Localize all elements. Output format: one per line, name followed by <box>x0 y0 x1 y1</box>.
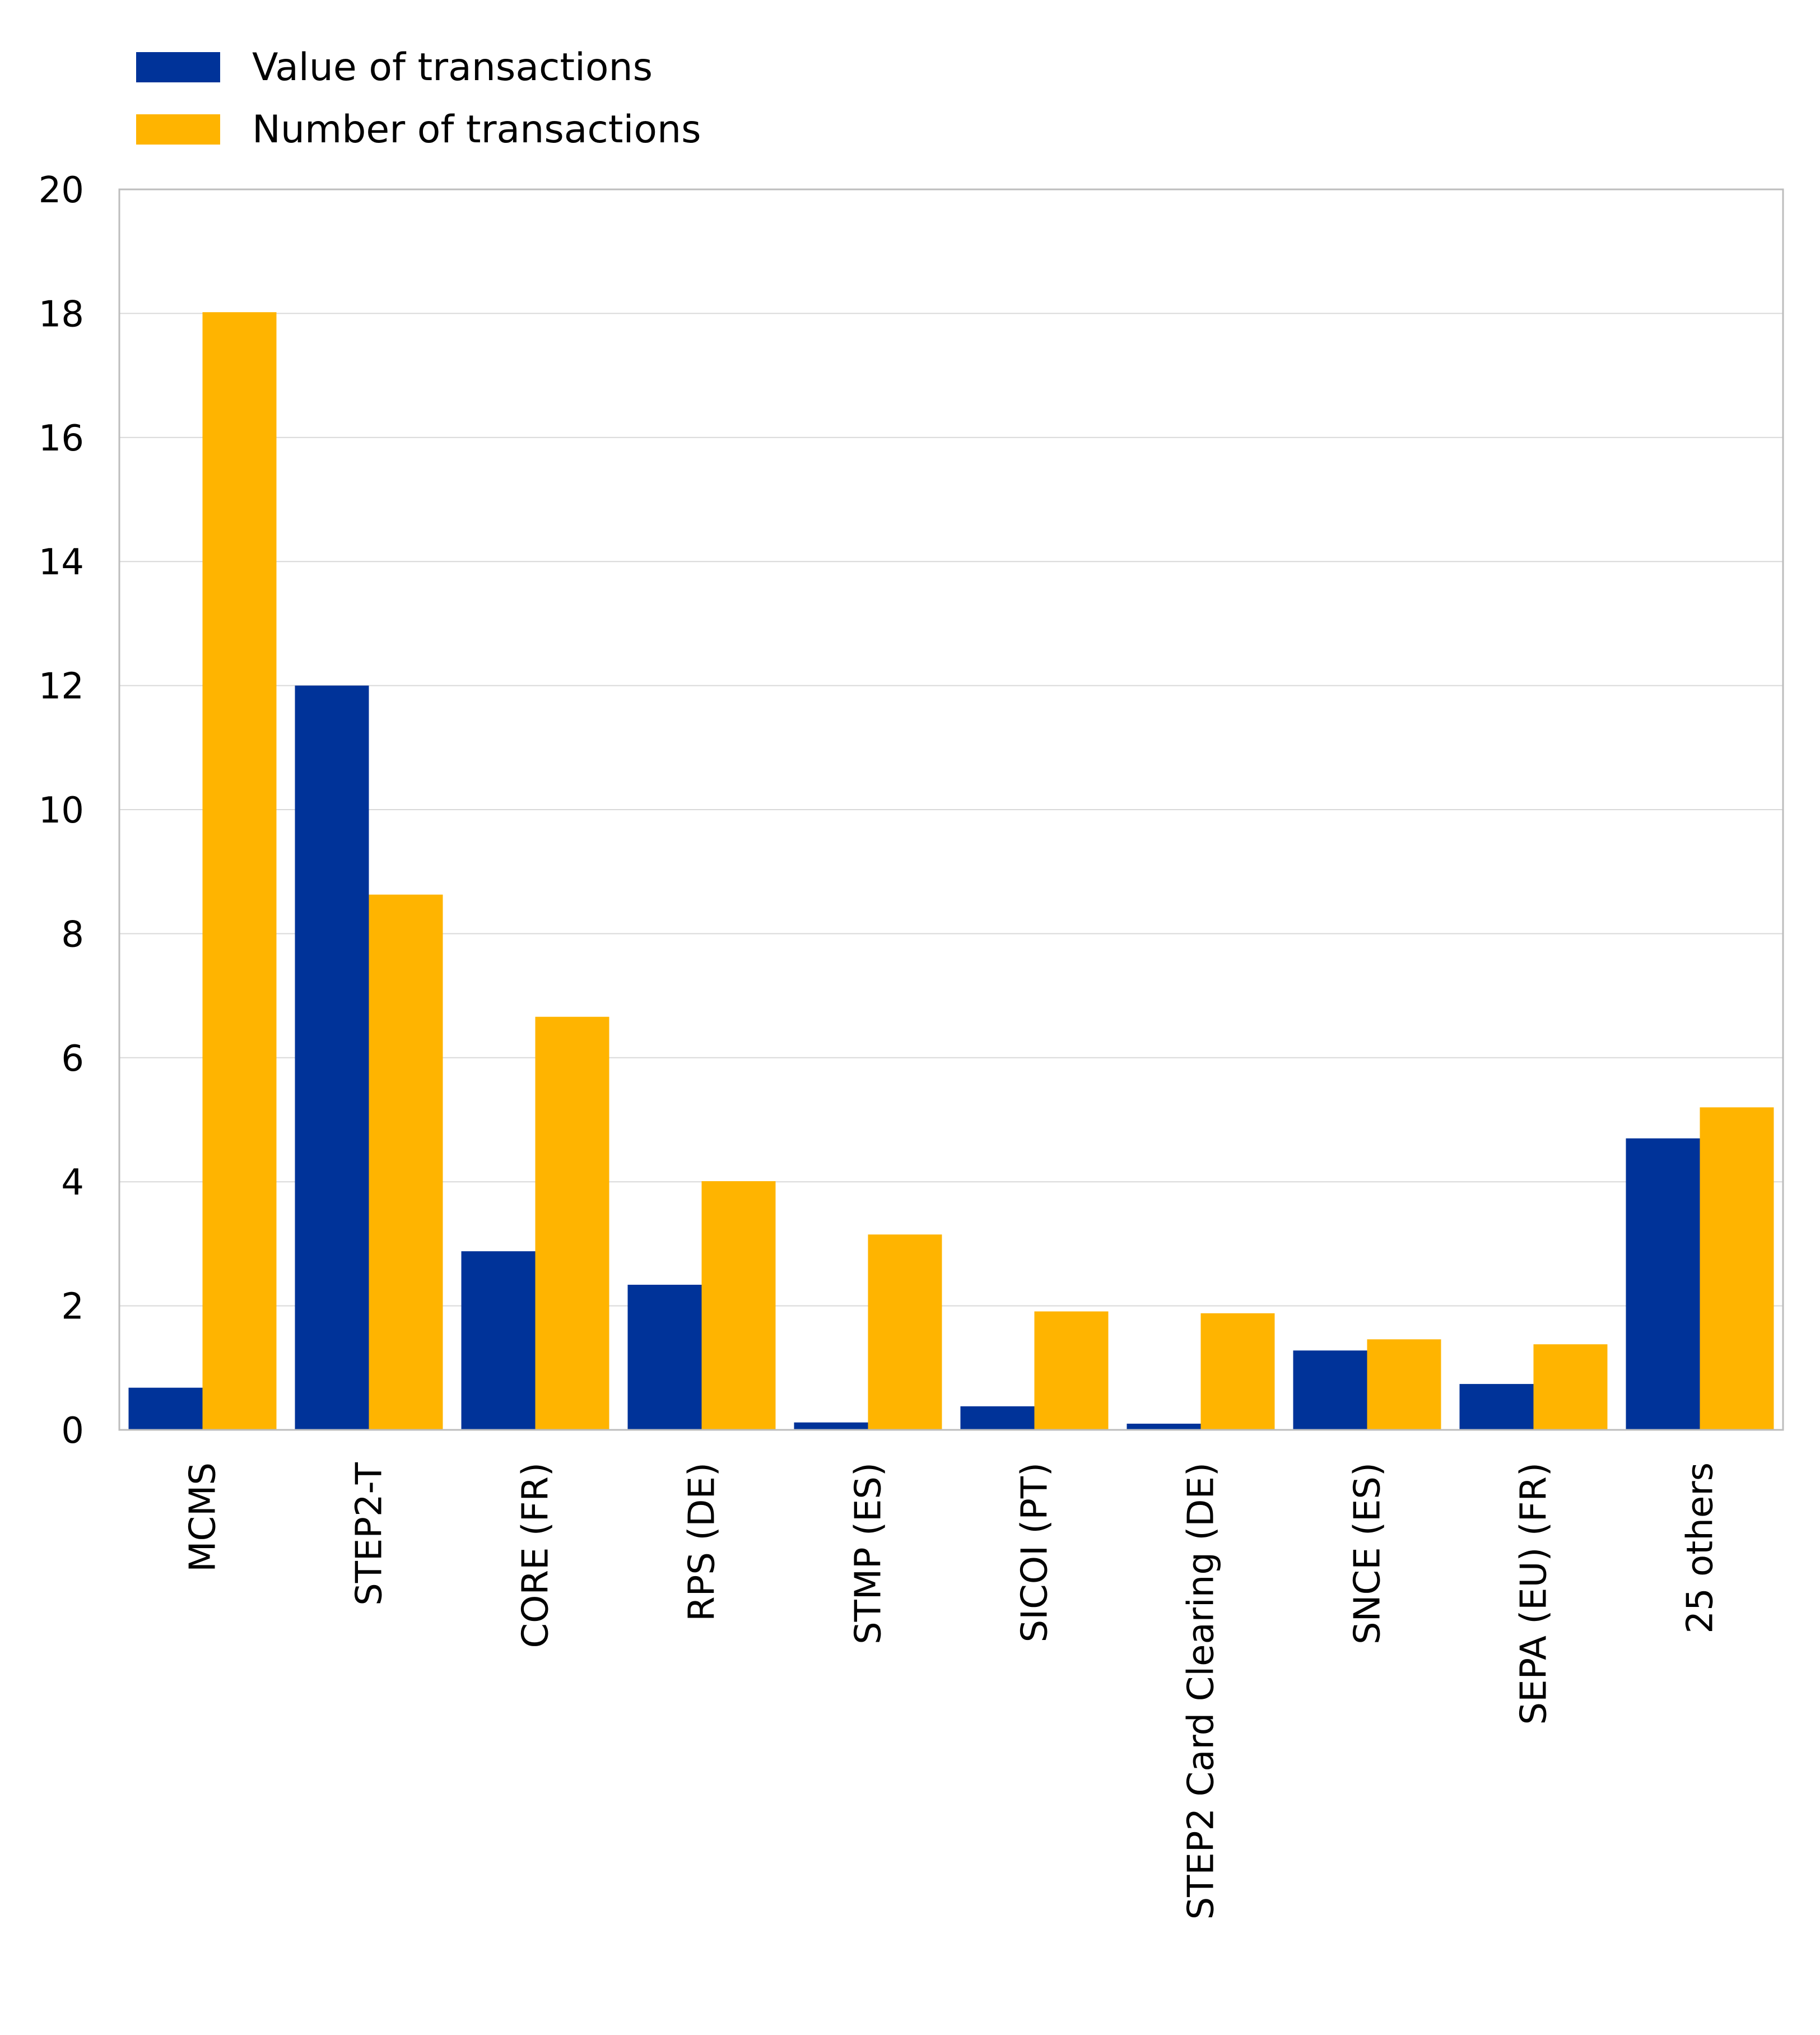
bars <box>128 312 1774 1430</box>
y-tick-label: 6 <box>61 1038 84 1080</box>
bar-number-6 <box>1200 1313 1275 1430</box>
legend-swatch-number <box>136 114 220 145</box>
plot-frame <box>118 188 1784 1431</box>
bar-number-3 <box>701 1181 776 1430</box>
x-category-label: STEP2-T <box>349 1462 390 1606</box>
x-category-label: SICOI (PT) <box>1014 1462 1056 1642</box>
bar-value-3 <box>627 1284 702 1430</box>
bar-value-1 <box>295 685 369 1430</box>
y-tick-label: 8 <box>61 914 84 955</box>
x-category-label: 25 others <box>1680 1462 1721 1634</box>
x-category-label: SEPA (EU) (FR) <box>1514 1462 1555 1725</box>
y-tick-label: 12 <box>39 666 84 708</box>
bar-number-1 <box>369 894 443 1430</box>
x-category-label: RPS (DE) <box>682 1462 723 1622</box>
y-tick-label: 14 <box>39 542 84 583</box>
y-tick-label: 20 <box>39 170 84 211</box>
x-category-label: STMP (ES) <box>848 1462 890 1644</box>
legend: Value of transactions Number of transact… <box>136 45 701 152</box>
bar-number-9 <box>1700 1107 1774 1430</box>
bar-number-8 <box>1533 1344 1608 1430</box>
x-category-label: MCMS <box>183 1462 224 1572</box>
bar-value-8 <box>1459 1384 1534 1430</box>
x-category-label: SNCE (ES) <box>1347 1462 1389 1644</box>
x-category-label: STEP2 Card Clearing (DE) <box>1181 1462 1222 1920</box>
bar-number-7 <box>1367 1339 1441 1430</box>
bar-value-7 <box>1293 1350 1367 1430</box>
y-tick-label: 0 <box>61 1410 84 1452</box>
legend-swatch-value <box>136 52 220 82</box>
y-tick-label: 10 <box>39 790 84 831</box>
bar-number-5 <box>1034 1311 1109 1430</box>
x-category-label: CORE (FR) <box>515 1462 557 1648</box>
legend-label-number: Number of transactions <box>252 108 701 152</box>
bar-number-2 <box>535 1016 609 1430</box>
bar-value-9 <box>1626 1138 1700 1430</box>
bar-number-4 <box>868 1234 942 1430</box>
y-tick-label: 4 <box>61 1162 84 1204</box>
y-axis-ticks: 0 2 4 6 8 10 12 14 16 18 20 <box>39 170 84 1452</box>
y-tick-label: 16 <box>39 418 84 459</box>
bar-value-0 <box>128 1387 203 1430</box>
bar-value-4 <box>794 1422 868 1430</box>
y-tick-label: 2 <box>61 1286 84 1328</box>
y-tick-label: 18 <box>39 294 84 335</box>
bar-value-6 <box>1127 1423 1201 1430</box>
bar-value-2 <box>461 1251 536 1430</box>
x-axis-category-labels: MCMS STEP2-T CORE (FR) RPS (DE) STMP (ES) SIC… <box>183 1462 1721 1920</box>
bar-number-0 <box>202 312 277 1430</box>
bar-value-5 <box>960 1406 1035 1430</box>
legend-label-value: Value of transactions <box>252 45 653 90</box>
